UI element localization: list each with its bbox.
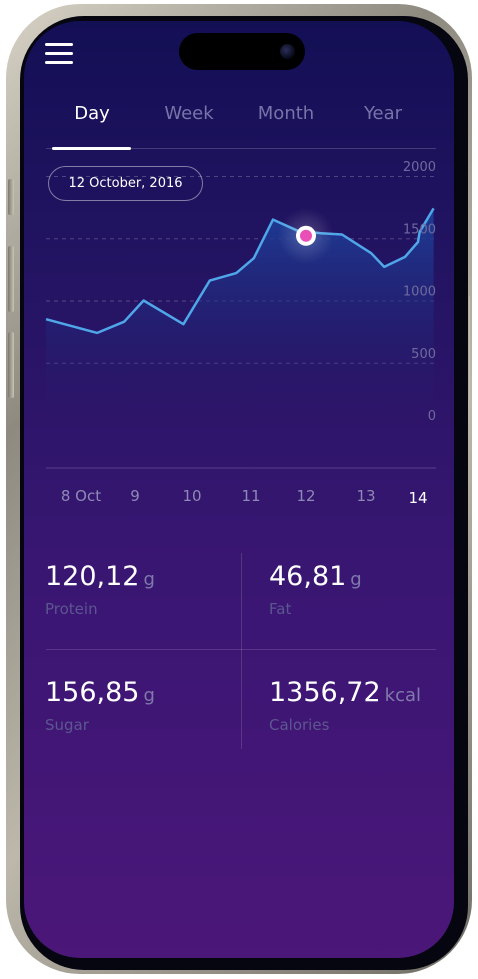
- stat-protein: 120,12 g Protein: [45, 561, 155, 618]
- stat-value: 156,85 g: [45, 677, 155, 708]
- volume-up-button: [8, 246, 14, 312]
- protein-value: 120,12: [45, 561, 139, 592]
- sugar-value: 156,85: [45, 677, 139, 708]
- y-tick-label: 2000: [403, 160, 436, 175]
- x-tick-label[interactable]: 14: [408, 489, 427, 507]
- x-tick-label[interactable]: 13: [356, 487, 375, 505]
- stat-calories: 1356,72 kcal Calories: [269, 677, 421, 734]
- stats-vertical-divider: [241, 553, 242, 749]
- fat-value: 46,81: [269, 561, 346, 592]
- chart-area-fill: [46, 208, 434, 425]
- action-button: [8, 179, 14, 215]
- protein-label: Protein: [45, 600, 155, 618]
- protein-unit: g: [143, 569, 154, 590]
- sugar-label: Sugar: [45, 716, 155, 734]
- app-screen: Day Week Month Year 12 October, 2016 200…: [24, 21, 454, 958]
- y-tick-label: 1500: [403, 222, 436, 237]
- stat-sugar: 156,85 g Sugar: [45, 677, 155, 734]
- x-tick-label[interactable]: 10: [182, 487, 201, 505]
- x-tick-label[interactable]: 12: [296, 487, 315, 505]
- sugar-unit: g: [143, 685, 154, 706]
- stat-value: 1356,72 kcal: [269, 677, 421, 708]
- x-tick-label[interactable]: 9: [130, 487, 140, 505]
- calories-label: Calories: [269, 716, 421, 734]
- stat-value: 120,12 g: [45, 561, 155, 592]
- y-tick-label: 500: [411, 347, 436, 362]
- y-tick-label: 0: [428, 409, 436, 424]
- selected-point-marker[interactable]: [300, 230, 312, 242]
- x-tick-label[interactable]: 11: [241, 487, 260, 505]
- y-tick-label: 1000: [403, 285, 436, 300]
- fat-unit: g: [350, 569, 361, 590]
- calories-value: 1356,72: [269, 677, 381, 708]
- stats-horizontal-divider: [46, 649, 436, 650]
- nutrition-chart: 2000 1500 1000 500 0 8 Oct 9 10 11 12 13 14: [24, 21, 454, 521]
- stat-value: 46,81 g: [269, 561, 362, 592]
- volume-down-button: [8, 332, 14, 398]
- x-tick-label[interactable]: 8 Oct: [61, 487, 101, 505]
- fat-label: Fat: [269, 600, 362, 618]
- calories-unit: kcal: [385, 685, 421, 706]
- stat-fat: 46,81 g Fat: [269, 561, 362, 618]
